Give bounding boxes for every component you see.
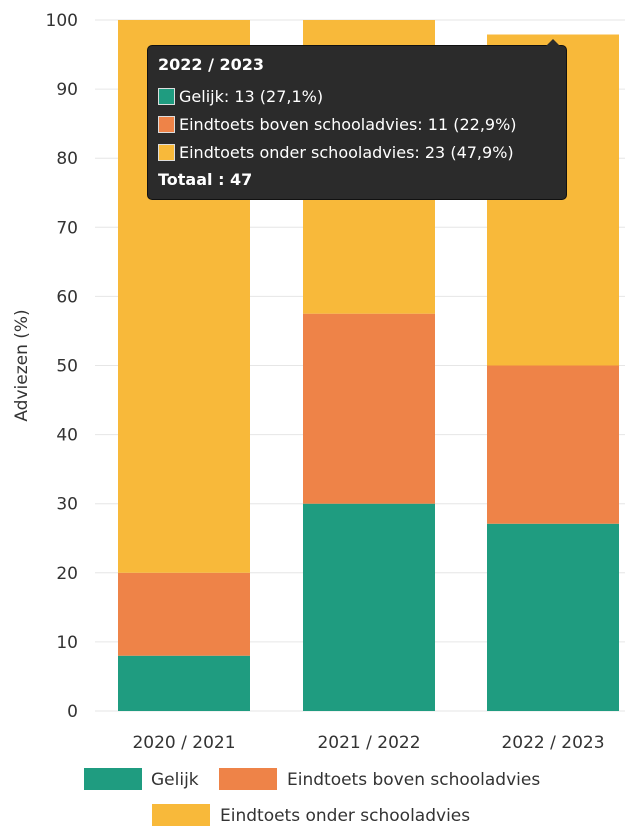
- tooltip-swatch-gelijk: [158, 87, 175, 105]
- tooltip-title: 2022 / 2023: [158, 55, 265, 74]
- bar-segment: [487, 365, 619, 524]
- legend-swatch: [152, 804, 210, 826]
- tooltip-row-gelijk: Gelijk: 13 (27,1%): [158, 82, 556, 110]
- y-tick-label: 40: [56, 426, 78, 446]
- tooltip-swatch-boven: [158, 115, 175, 133]
- legend-label: Gelijk: [151, 770, 199, 790]
- chart-tooltip: 2022 / 2023 Gelijk: 13 (27,1%) Eindtoets…: [147, 39, 567, 200]
- bar-segment: [303, 503, 435, 711]
- tooltip-total: Totaal : 47: [158, 170, 253, 189]
- bar-segment: [118, 655, 250, 711]
- tooltip-row-onder: Eindtoets onder schooladvies: 23 (47,9%): [158, 138, 556, 166]
- bar-segment: [487, 523, 619, 711]
- tooltip-row-boven: Eindtoets boven schooladvies: 11 (22,9%): [158, 110, 556, 138]
- legend-swatch: [84, 768, 142, 790]
- legend-label: Eindtoets boven schooladvies: [287, 770, 540, 790]
- y-tick-label: 0: [67, 702, 78, 722]
- y-tick-label: 70: [56, 218, 78, 238]
- x-category-label: 2022 / 2023: [501, 733, 604, 753]
- y-tick-label: 100: [46, 11, 78, 31]
- bar-segment: [303, 313, 435, 504]
- y-axis-title: Adviezen (%): [12, 309, 32, 421]
- x-category-label: 2021 / 2022: [317, 733, 420, 753]
- y-tick-label: 90: [56, 80, 78, 100]
- legend-label: Eindtoets onder schooladvies: [220, 806, 470, 826]
- y-tick-label: 20: [56, 564, 78, 584]
- y-tick-label: 80: [56, 149, 78, 169]
- tooltip-swatch-onder: [158, 143, 175, 161]
- y-tick-label: 10: [56, 633, 78, 653]
- y-tick-label: 50: [56, 357, 78, 377]
- y-tick-label: 60: [56, 287, 78, 307]
- tooltip-row-text: Eindtoets boven schooladvies: 11 (22,9%): [179, 114, 517, 134]
- y-tick-label: 30: [56, 495, 78, 515]
- legend-swatch: [219, 768, 277, 790]
- bar-segment: [118, 572, 250, 656]
- tooltip-row-text: Eindtoets onder schooladvies: 23 (47,9%): [179, 142, 514, 162]
- tooltip-caret: [546, 39, 560, 46]
- tooltip-row-text: Gelijk: 13 (27,1%): [179, 86, 324, 106]
- x-category-label: 2020 / 2021: [132, 733, 235, 753]
